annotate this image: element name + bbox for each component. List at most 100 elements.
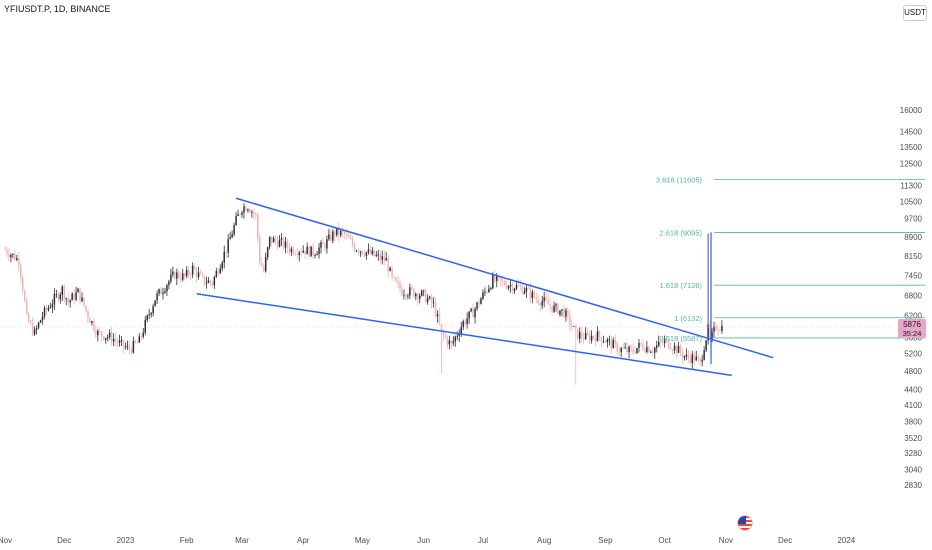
candle-body xyxy=(588,334,591,341)
candle-body xyxy=(598,331,601,338)
fib-level-label: 1 (6132) xyxy=(674,314,702,323)
candle-body xyxy=(69,300,71,303)
candle-body xyxy=(365,252,368,256)
candle-body xyxy=(160,289,162,294)
candle-body xyxy=(561,309,563,311)
candle-body xyxy=(648,347,650,353)
candle-body xyxy=(417,293,419,299)
candle-body xyxy=(677,346,680,354)
candle-body xyxy=(436,314,439,317)
candle-body xyxy=(136,342,139,344)
candle-body xyxy=(711,331,713,339)
candle-body xyxy=(146,315,148,320)
candle-body xyxy=(620,348,622,352)
candle-body xyxy=(332,231,334,241)
candle-body xyxy=(612,340,615,349)
candle-body xyxy=(24,290,26,301)
candle-body xyxy=(91,321,93,323)
candle-body xyxy=(713,326,715,332)
candle-body xyxy=(197,272,200,277)
us-flag-icon[interactable] xyxy=(737,515,753,531)
candle-body xyxy=(657,341,660,346)
y-tick-label: 3520 xyxy=(904,434,922,443)
candle-body xyxy=(130,349,133,353)
candle-body xyxy=(142,332,144,337)
candle-body xyxy=(296,254,299,256)
candle-body xyxy=(282,238,285,248)
candle-body xyxy=(51,304,54,308)
candle-body xyxy=(306,246,308,255)
candle-body xyxy=(602,341,605,343)
candle-body xyxy=(430,296,433,304)
candle-body xyxy=(575,326,577,329)
candle-body xyxy=(573,326,575,327)
candle-body xyxy=(644,349,646,352)
candle-body xyxy=(81,297,83,302)
y-tick-label: 9700 xyxy=(904,214,922,223)
candle-body xyxy=(486,291,488,293)
candle-body xyxy=(128,345,131,350)
candle-body xyxy=(233,225,235,235)
y-tick-label: 8900 xyxy=(904,233,922,242)
y-tick-label: 7450 xyxy=(904,272,922,281)
candle-body xyxy=(112,338,115,342)
candle-body xyxy=(681,352,684,358)
fib-level-label: 3.618 (11605) xyxy=(656,176,703,185)
x-tick-label: Sep xyxy=(598,536,613,545)
y-tick-label: 10500 xyxy=(900,197,923,206)
candle-body xyxy=(460,327,462,335)
candle-body xyxy=(124,346,127,348)
candle-body xyxy=(264,257,267,272)
candle-body xyxy=(118,340,121,344)
candle-body xyxy=(567,310,569,315)
candle-body xyxy=(355,250,358,252)
candle-body xyxy=(578,332,581,339)
candle-body xyxy=(614,340,617,343)
candle-body xyxy=(290,248,293,252)
candle-body xyxy=(245,206,247,211)
candle-body xyxy=(411,287,413,290)
candle-body xyxy=(580,332,583,338)
candle-body xyxy=(140,336,143,338)
candle-body xyxy=(468,311,470,319)
candle-body xyxy=(701,359,703,362)
candle-body xyxy=(294,254,297,255)
candle-body xyxy=(53,294,56,305)
candle-body xyxy=(496,275,498,281)
candle-body xyxy=(288,248,291,252)
candle-body xyxy=(213,277,216,286)
x-tick-label: May xyxy=(355,536,370,545)
candle-body xyxy=(209,280,212,283)
x-tick-label: Dec xyxy=(778,536,792,545)
candle-body xyxy=(266,247,269,258)
currency-unit-button[interactable]: USDT xyxy=(903,5,927,21)
candle-body xyxy=(464,321,466,324)
candle-body xyxy=(527,288,530,289)
candle-body xyxy=(703,350,705,360)
candle-body xyxy=(351,238,354,245)
candle-body xyxy=(180,277,182,280)
candle-body xyxy=(353,244,356,251)
candle-body xyxy=(49,307,52,309)
candle-body xyxy=(268,236,271,248)
candle-body xyxy=(494,275,496,281)
candle-body xyxy=(229,237,231,240)
candle-body xyxy=(10,255,12,258)
candle-body xyxy=(391,268,393,277)
candle-body xyxy=(65,298,67,299)
candle-body xyxy=(448,340,451,345)
candle-body xyxy=(219,268,222,274)
candle-body xyxy=(492,275,494,289)
candle-body xyxy=(626,347,628,352)
candle-body xyxy=(41,316,44,321)
y-tick-label: 2830 xyxy=(904,481,922,490)
candle-body xyxy=(31,323,34,335)
candle-body xyxy=(205,282,208,284)
candle-body xyxy=(101,331,103,337)
candle-body xyxy=(659,341,662,343)
candle-body xyxy=(20,265,22,278)
candle-body xyxy=(509,284,512,287)
candle-body xyxy=(253,211,255,214)
candle-body xyxy=(379,254,381,260)
